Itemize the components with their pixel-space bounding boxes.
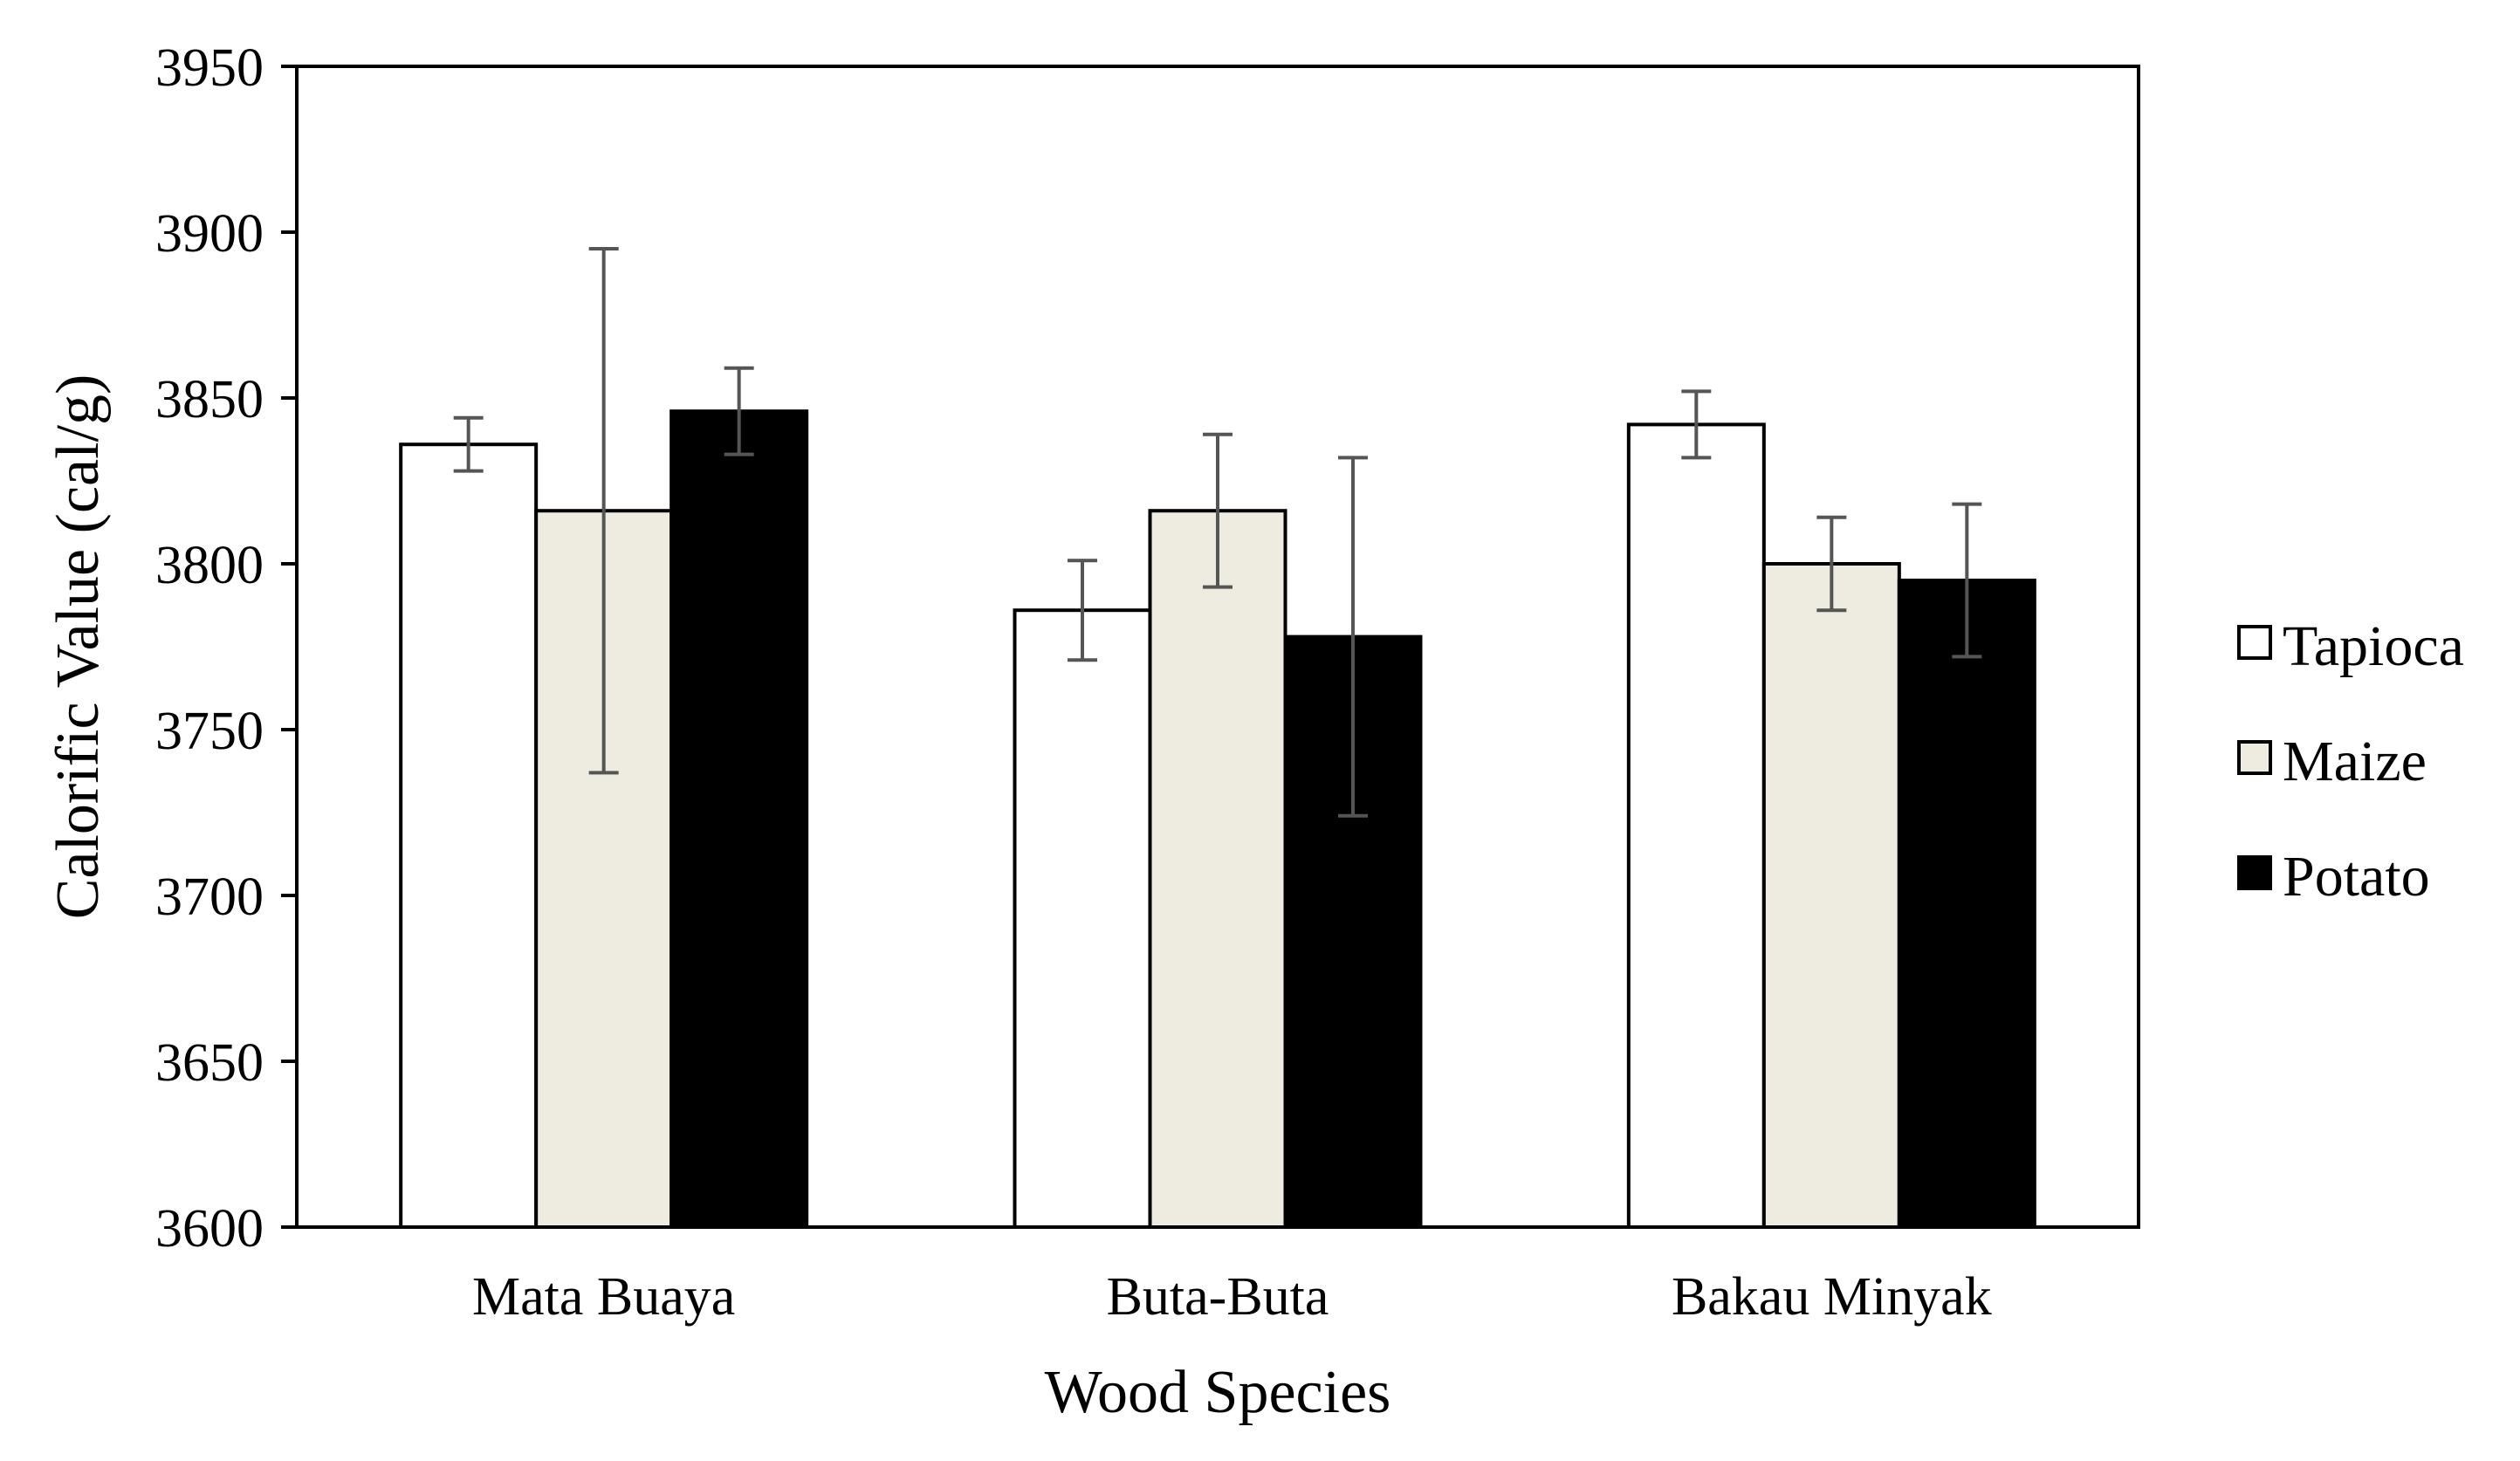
error-bar-tapioca-3	[1681, 389, 1712, 460]
x-axis-title: Wood Species	[1045, 1359, 1391, 1426]
legend: Tapioca Maize Potato	[2237, 614, 2464, 909]
y-tick-label: 3700	[155, 868, 264, 927]
error-bar-maize-3	[1816, 515, 1847, 613]
error-bar-potato-3	[1952, 502, 1982, 659]
bar-tapioca-2	[1013, 608, 1152, 1229]
error-bar-potato-1	[724, 366, 754, 456]
error-bar-tapioca-2	[1068, 559, 1097, 662]
bar-tapioca-3	[1626, 422, 1766, 1229]
x-tick-label: Mata Buaya	[472, 1267, 735, 1327]
bar-tapioca-1	[399, 442, 539, 1229]
legend-swatch-maize	[2237, 740, 2272, 775]
y-tick-label: 3950	[155, 38, 264, 98]
y-axis-title: Calorific Value (cal/g)	[45, 374, 112, 920]
bar-maize-3	[1761, 562, 1901, 1229]
bar-maize-2	[1148, 509, 1287, 1229]
legend-swatch-tapioca	[2237, 625, 2272, 660]
x-tick-label: Bakau Minyak	[1672, 1267, 1992, 1327]
plot-area-frame	[295, 65, 2140, 1229]
y-tick-label: 3750	[155, 702, 264, 761]
y-tick-label: 3600	[155, 1199, 264, 1259]
bar-potato-1	[669, 409, 809, 1229]
legend-label-potato: Potato	[2283, 845, 2430, 909]
error-bar-maize-1	[588, 247, 619, 775]
error-bar-potato-2	[1338, 456, 1368, 818]
legend-label-maize: Maize	[2283, 730, 2427, 793]
y-tick-label: 3850	[155, 370, 264, 429]
y-tick-label: 3650	[155, 1033, 264, 1093]
legend-swatch-potato	[2237, 855, 2272, 890]
y-tick-label: 3800	[155, 536, 264, 595]
legend-label-tapioca: Tapioca	[2283, 614, 2464, 678]
y-tick-label: 3900	[155, 204, 264, 264]
error-bar-maize-2	[1203, 432, 1233, 589]
bar-potato-3	[1897, 579, 2036, 1229]
error-bar-tapioca-1	[453, 415, 484, 473]
x-tick-label: Buta-Buta	[1107, 1267, 1329, 1327]
